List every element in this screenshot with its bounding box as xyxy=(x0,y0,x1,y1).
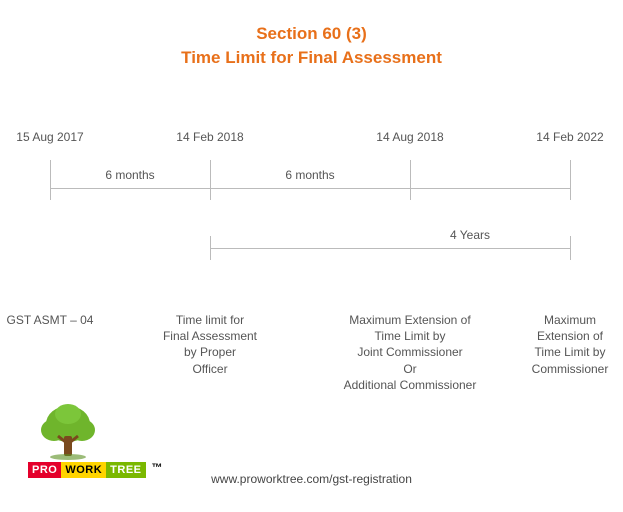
timeline-date: 14 Aug 2018 xyxy=(376,130,443,144)
logo-word-2: WORK xyxy=(61,462,106,478)
logo-word-1: PRO xyxy=(28,462,61,478)
period-label: 6 months xyxy=(105,168,154,182)
timeline-tick xyxy=(570,236,571,260)
timeline-diagram: 15 Aug 201714 Feb 201814 Aug 201814 Feb … xyxy=(20,120,603,320)
logo: PRO WORK TREE ™ xyxy=(28,402,138,492)
timeline-description: MaximumExtension ofTime Limit byCommissi… xyxy=(520,312,620,377)
title-line-1: Section 60 (3) xyxy=(0,22,623,46)
logo-word-3: TREE xyxy=(106,462,145,478)
period-label: 6 months xyxy=(285,168,334,182)
timeline-tick xyxy=(570,160,571,200)
timeline-date: 14 Feb 2018 xyxy=(176,130,243,144)
timeline-tick xyxy=(50,160,51,200)
timeline-description: Time limit forFinal Assessmentby ProperO… xyxy=(150,312,270,377)
timeline-description: Maximum Extension ofTime Limit byJoint C… xyxy=(325,312,495,393)
timeline-date: 15 Aug 2017 xyxy=(16,130,83,144)
timeline-date: 14 Feb 2022 xyxy=(536,130,603,144)
title-line-2: Time Limit for Final Assessment xyxy=(0,46,623,70)
logo-text: PRO WORK TREE ™ xyxy=(28,462,138,478)
timeline-extension-line xyxy=(210,248,570,249)
footer-url: www.proworktree.com/gst-registration xyxy=(211,472,412,486)
period-label: 4 Years xyxy=(450,228,490,242)
title-block: Section 60 (3) Time Limit for Final Asse… xyxy=(0,0,623,70)
tree-icon xyxy=(28,402,108,460)
timeline-description: GST ASMT – 04 xyxy=(0,312,105,328)
timeline-main-line xyxy=(50,188,570,189)
trademark-symbol: ™ xyxy=(148,460,168,478)
timeline-tick xyxy=(410,160,411,200)
timeline-tick xyxy=(210,160,211,200)
timeline-tick xyxy=(210,236,211,260)
